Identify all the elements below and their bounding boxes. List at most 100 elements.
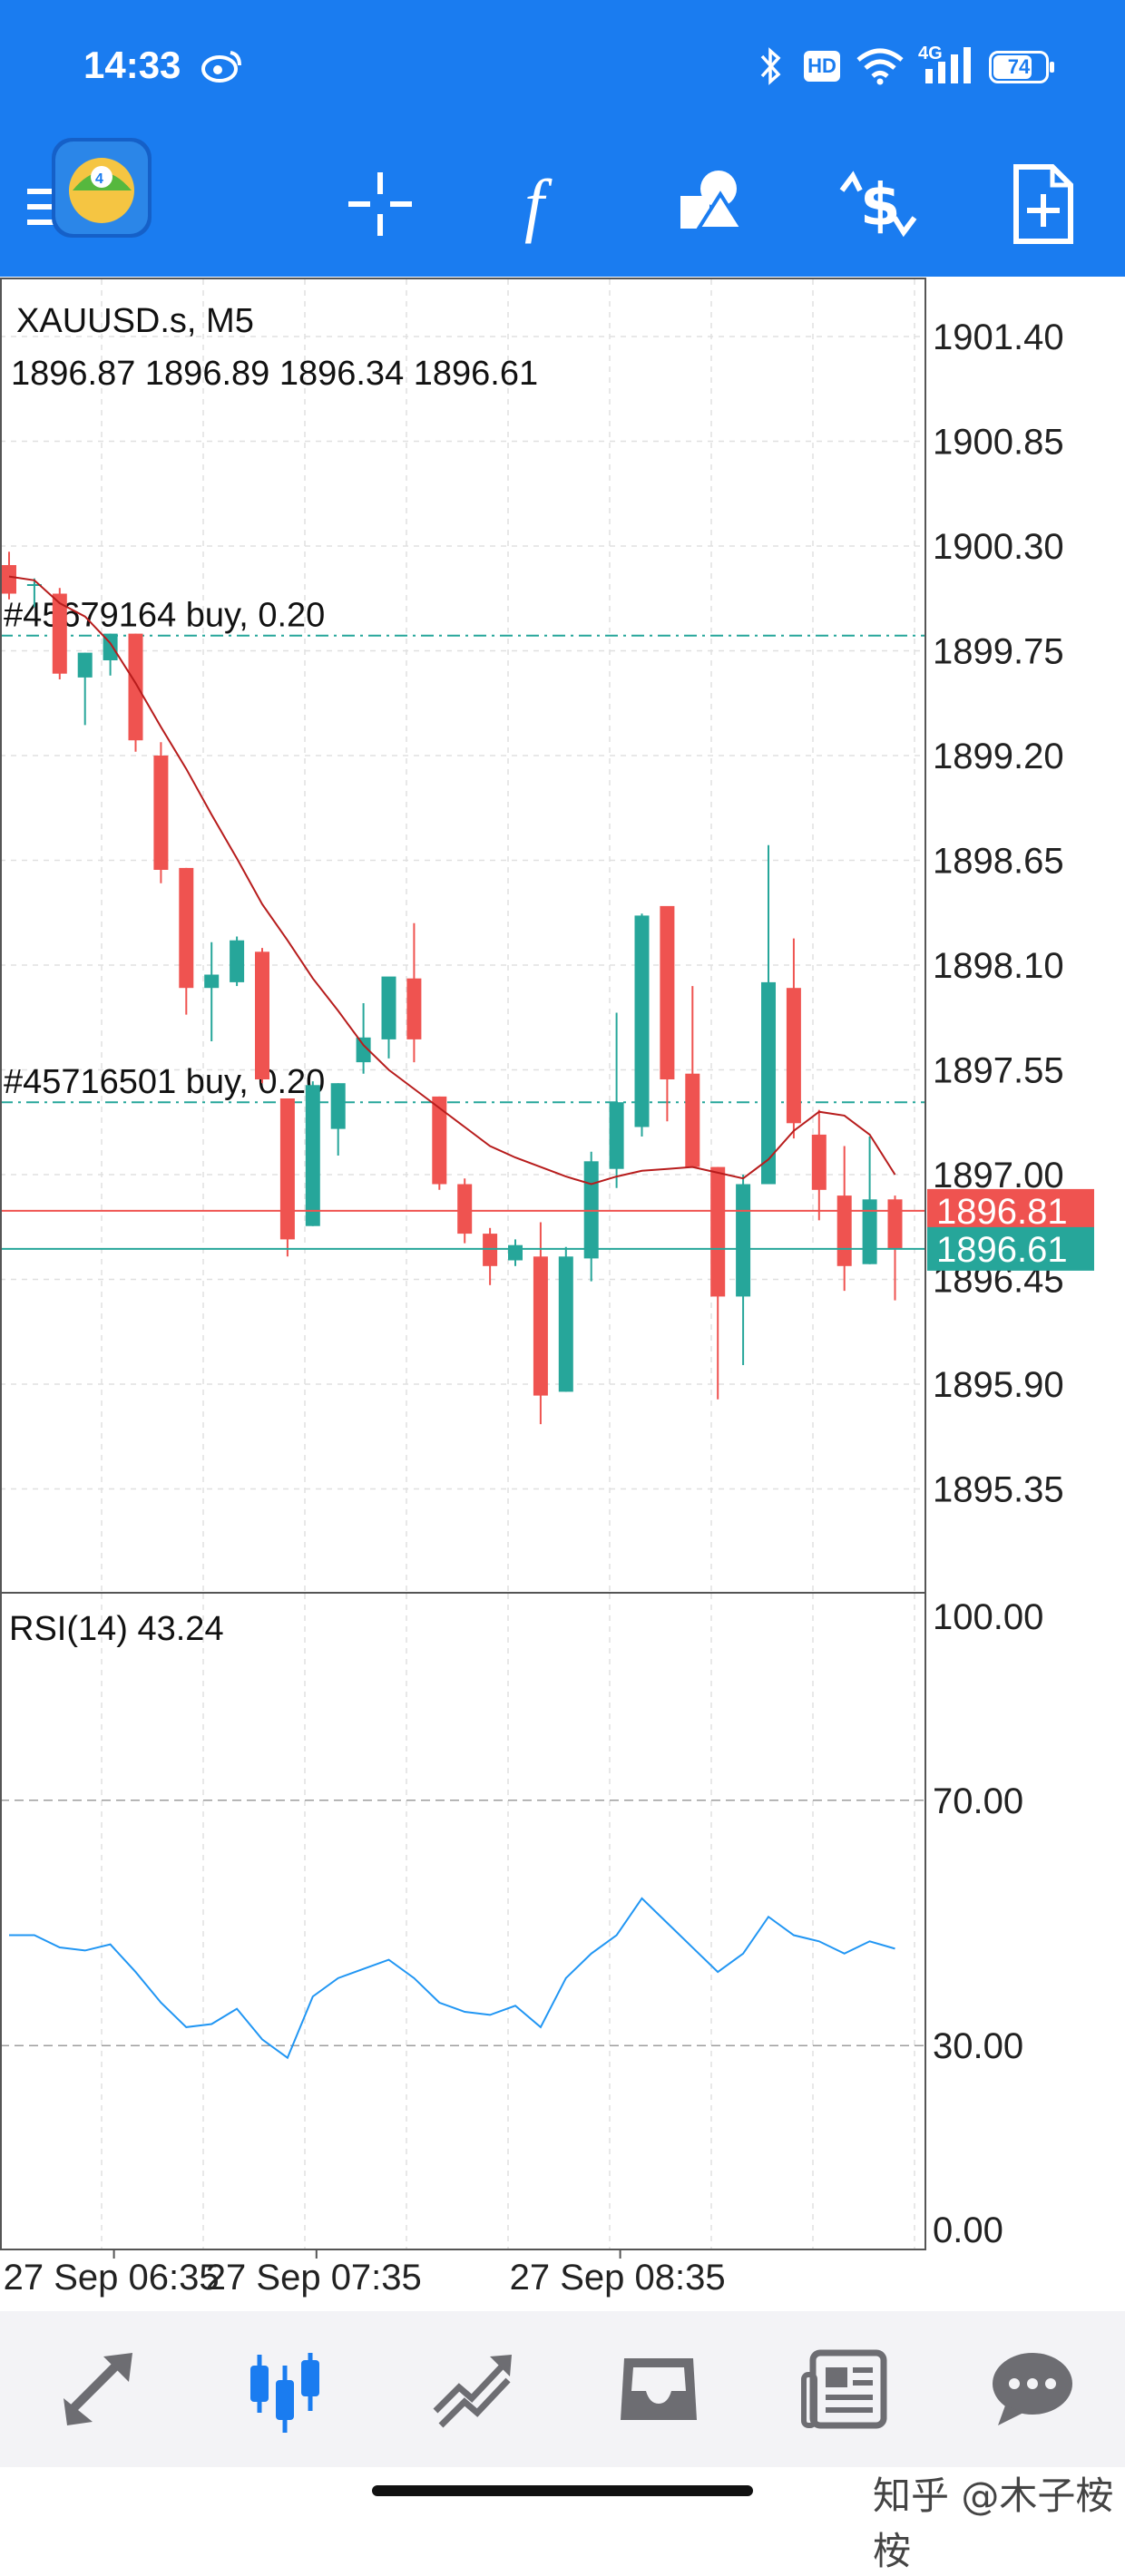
weibo-icon <box>201 51 241 83</box>
rsi-tick-label: 100.00 <box>933 1597 1043 1637</box>
ask-price-badge <box>927 1188 1094 1233</box>
hd-label: HD <box>807 54 836 77</box>
candle-body <box>330 1083 346 1129</box>
candle-body <box>533 1256 548 1396</box>
time-label: 27 Sep 06:35 <box>4 2258 220 2298</box>
candle-body <box>381 976 396 1039</box>
new-document-icon[interactable] <box>993 154 1092 254</box>
rsi-tick-label: 30.00 <box>933 2026 1023 2066</box>
bid-price-badge <box>927 1226 1094 1271</box>
svg-text:$: $ <box>860 172 901 239</box>
candle-body <box>887 1199 903 1249</box>
price-tick-label: 1900.85 <box>933 423 1064 463</box>
candles <box>2 551 903 1425</box>
candle-body <box>583 1161 599 1259</box>
candle-body <box>609 1102 624 1169</box>
status-time: 14:33 <box>83 44 181 86</box>
hd-icon: HD <box>804 51 840 82</box>
quotes-arrows-icon <box>64 2353 132 2425</box>
candle-body <box>204 974 220 989</box>
news-tab[interactable] <box>748 2311 934 2467</box>
bottom-navigation <box>0 2311 1125 2467</box>
time-label: 27 Sep 08:35 <box>510 2258 726 2298</box>
candle-body <box>634 915 650 1127</box>
chart-canvas[interactable]: #45679164 buy, 0.20 #45716501 buy, 0.20 1… <box>0 0 1125 2311</box>
grid <box>0 279 925 2249</box>
symbol-label: XAUUSD.s, M5 <box>16 302 254 340</box>
newspaper-icon <box>801 2349 887 2429</box>
rsi-tick-label: 0.00 <box>933 2210 1003 2250</box>
objects-icon[interactable] <box>662 154 762 254</box>
ma-line <box>8 575 896 1186</box>
trade-tab[interactable] <box>374 2311 561 2467</box>
price-tick-label: 1898.65 <box>933 842 1064 882</box>
price-axis: 1901.40 1900.85 1900.30 1899.75 1899.20 1898.… <box>0 317 1094 1510</box>
price-tick-label: 1897.00 <box>933 1156 1064 1195</box>
rsi-label: RSI(14) 43.24 <box>9 1610 224 1648</box>
ohlc-values: 1896.87 1896.89 1896.34 1896.61 <box>11 355 538 393</box>
indicators-f-icon[interactable]: f <box>497 154 597 254</box>
price-tick-label: 1897.55 <box>933 1051 1064 1091</box>
crosshair-icon[interactable] <box>330 154 430 254</box>
candle-body <box>255 951 269 1079</box>
chat-bubble-icon <box>993 2353 1072 2425</box>
candle-body <box>710 1166 726 1297</box>
candle-body <box>685 1073 700 1167</box>
candle-body <box>179 867 194 989</box>
order-label: #45679164 buy, 0.20 <box>4 597 325 635</box>
battery-level: 74 <box>1007 55 1031 78</box>
candle-body <box>406 978 422 1039</box>
price-tick-label: 1895.35 <box>933 1470 1064 1510</box>
candle-body <box>862 1199 877 1264</box>
home-indicator[interactable] <box>372 2485 753 2496</box>
candle-body <box>305 1085 320 1226</box>
messages-tab[interactable] <box>934 2311 1121 2467</box>
candle-body <box>736 1184 751 1297</box>
rsi-line <box>9 1897 895 2060</box>
price-tick-label: 1895.90 <box>933 1365 1064 1405</box>
network-label: 4G <box>918 44 943 63</box>
moving-average <box>8 575 896 1186</box>
candle-body <box>356 1037 371 1063</box>
candle-body <box>558 1256 573 1392</box>
candle-body <box>26 584 42 586</box>
ask-price-label: 1896.81 <box>936 1192 1068 1232</box>
chart-toolbar: 4 f $ <box>0 136 1125 277</box>
chart-tab[interactable] <box>187 2311 374 2467</box>
menu-icon[interactable] <box>0 154 100 254</box>
history-tab[interactable] <box>561 2311 748 2467</box>
signal-icon <box>925 47 971 83</box>
svg-text:4: 4 <box>95 171 103 187</box>
order-label: #45716501 buy, 0.20 <box>4 1063 325 1101</box>
quotes-tab[interactable] <box>0 2311 187 2467</box>
watermark: 知乎 @木子桉桉 <box>873 2474 1114 2573</box>
battery-icon: 74 <box>989 51 1054 83</box>
rsi-panel: 100.00 70.00 30.00 0.00 <box>0 1597 1043 2250</box>
bluetooth-icon <box>760 47 781 85</box>
candle-body <box>508 1244 523 1261</box>
trade-dollar-icon[interactable]: $ <box>827 154 927 254</box>
candle-body <box>457 1184 473 1234</box>
candle-body <box>2 565 16 594</box>
bid-price-label: 1896.61 <box>936 1230 1068 1270</box>
candle-body <box>836 1195 852 1266</box>
metatrader-logo-icon[interactable]: 4 <box>50 136 154 240</box>
candle-body <box>128 633 143 741</box>
candle-body <box>153 756 169 870</box>
price-tick-label: 1898.10 <box>933 946 1064 986</box>
price-tick-label: 1899.75 <box>933 632 1064 672</box>
candle-body <box>77 652 93 678</box>
price-tick-label: 1899.20 <box>933 737 1064 776</box>
candle-body <box>660 905 675 1079</box>
rsi-chart-frame <box>0 1592 926 2250</box>
candle-body <box>761 981 776 1185</box>
time-label: 27 Sep 07:35 <box>206 2258 422 2298</box>
trade-trend-icon <box>433 2355 512 2428</box>
inbox-history-icon <box>621 2358 697 2420</box>
status-bar: 14:33 HD 4G 74 <box>0 0 1125 136</box>
price-tick-label: 1901.40 <box>933 317 1064 357</box>
candle-body <box>230 940 245 982</box>
candle-body <box>52 593 67 674</box>
candle-body <box>483 1234 498 1266</box>
